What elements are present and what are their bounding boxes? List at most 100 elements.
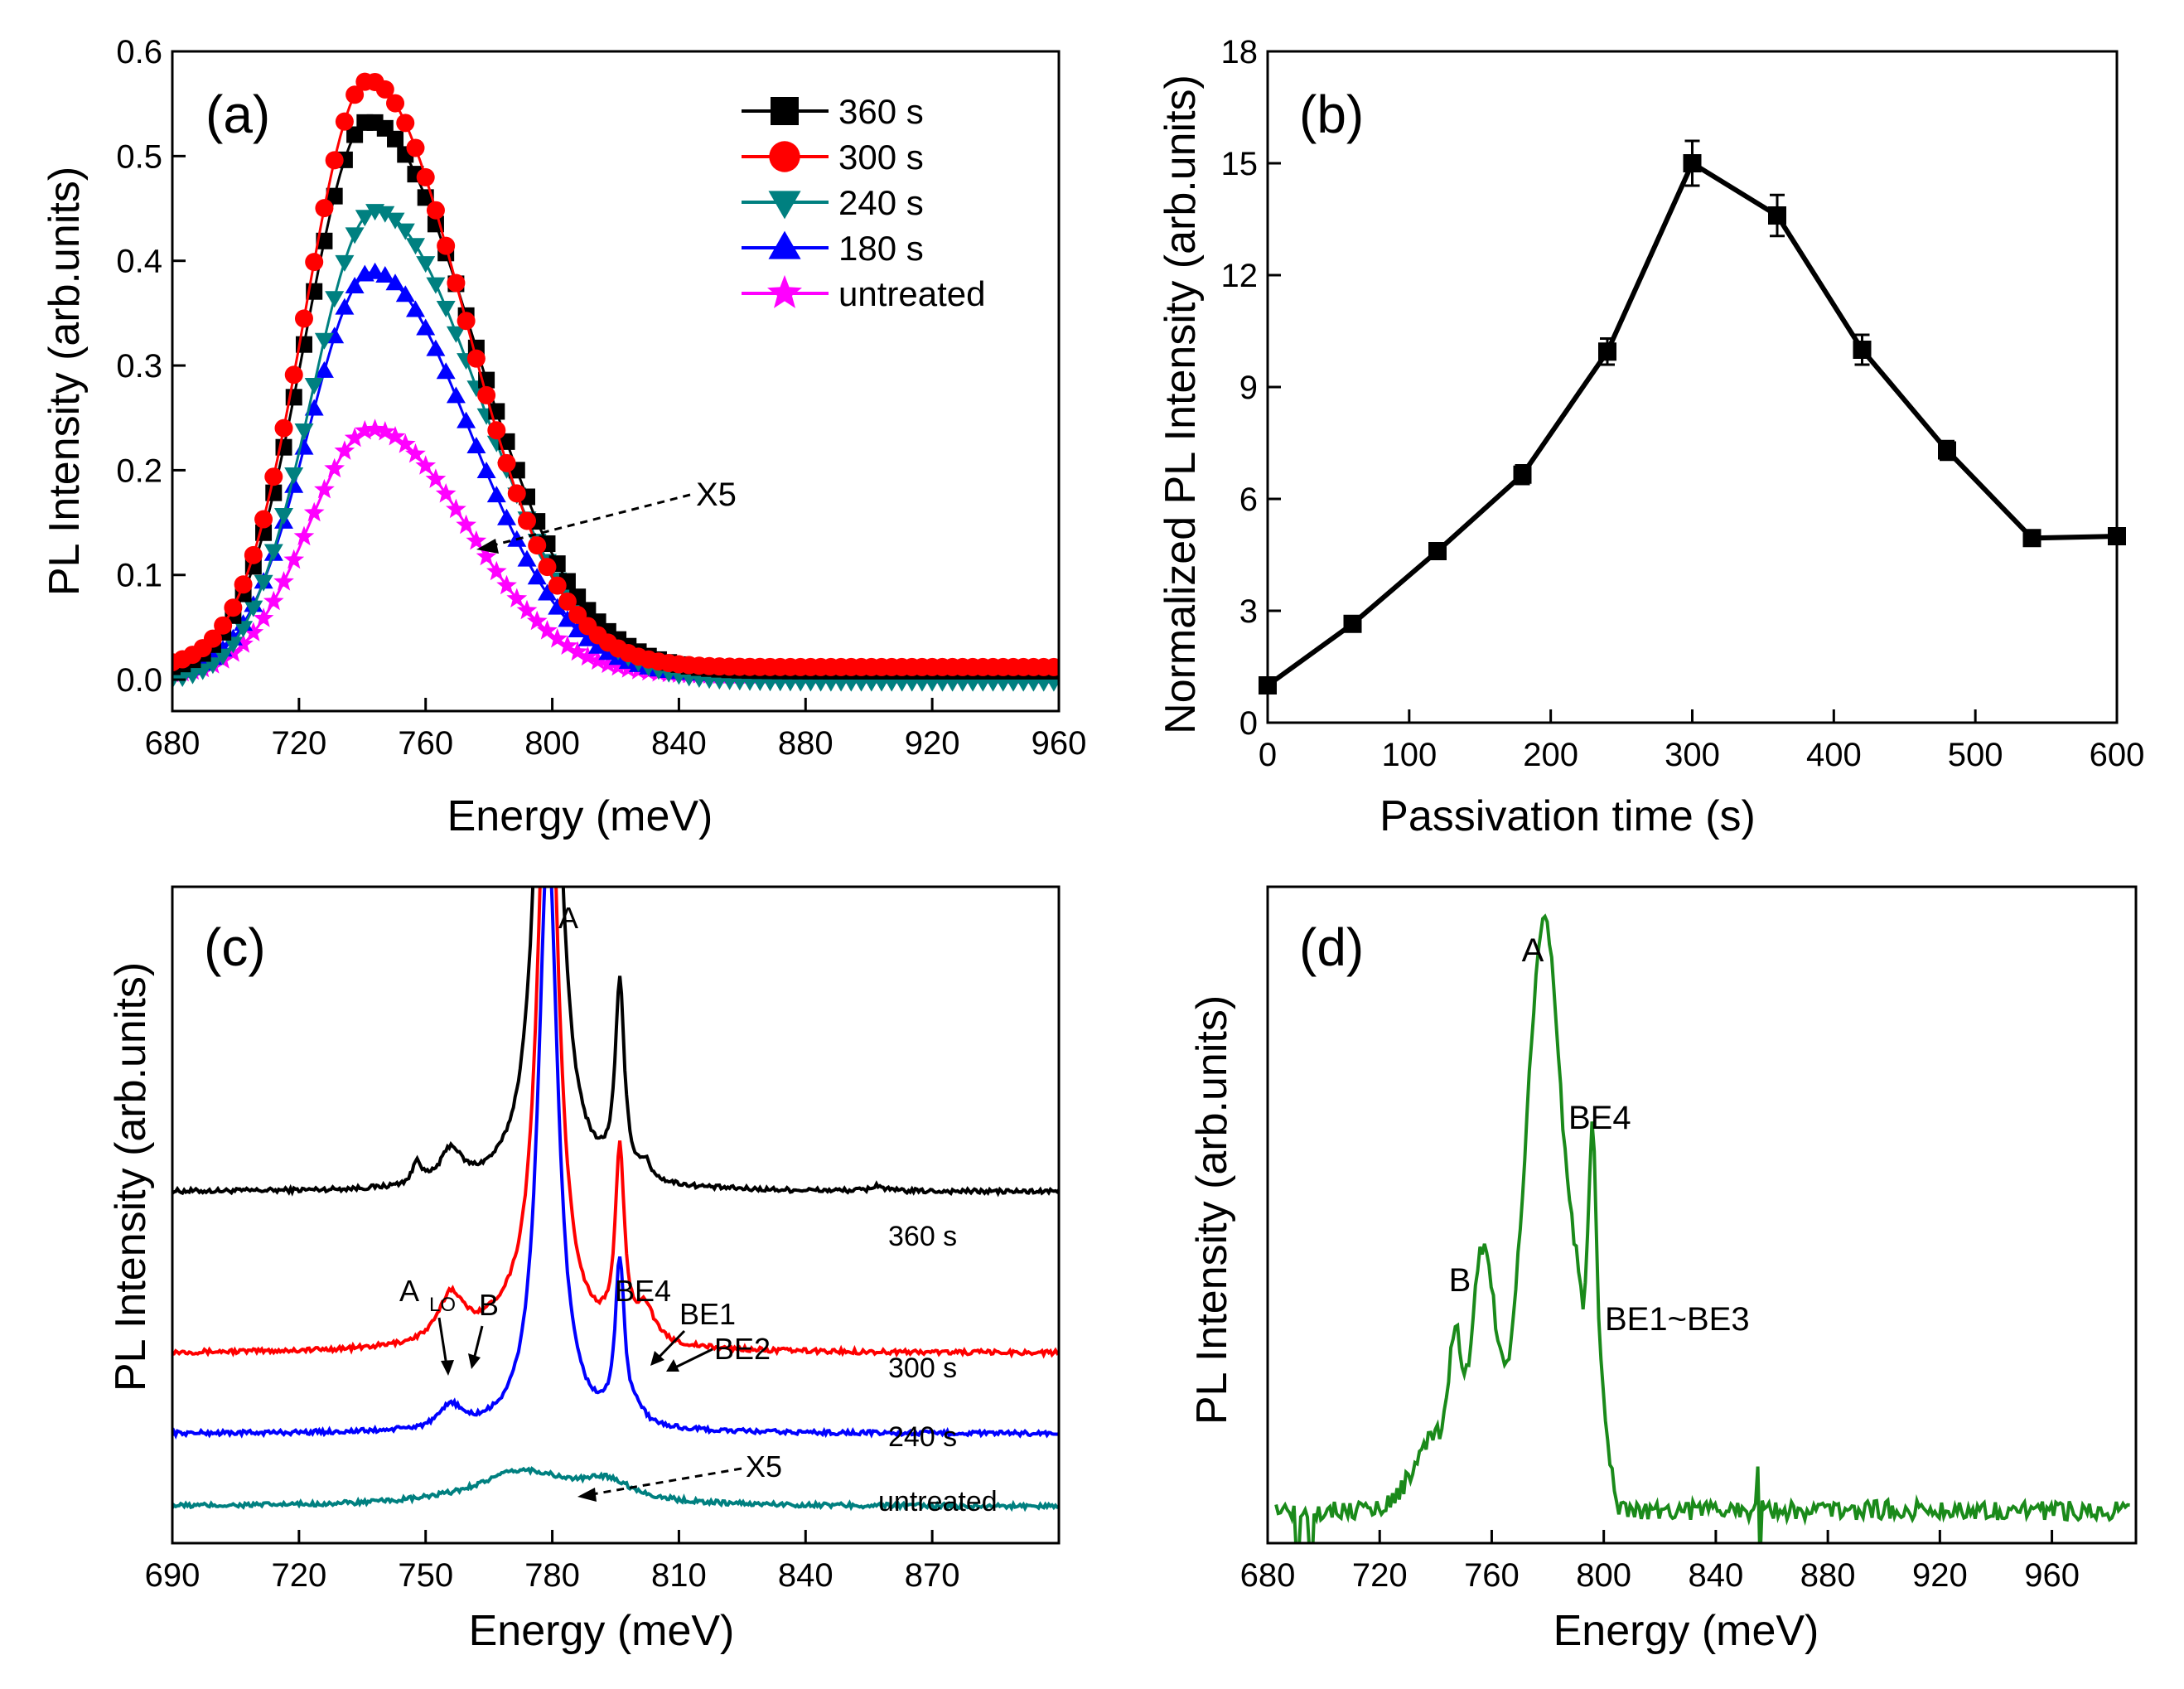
- data-point-240-s: [426, 277, 446, 294]
- data-point-untreated: [577, 646, 598, 666]
- data-point-180-s: [345, 277, 365, 293]
- data-point-180-s: [375, 266, 395, 283]
- data-point-180-s: [476, 462, 496, 478]
- panel-b-x-tick-label: 300: [1665, 737, 1720, 773]
- panel-d: (d) Energy (meV) PL Intensity (arb.units…: [1188, 917, 1819, 1655]
- data-point-untreated: [456, 514, 476, 535]
- data-point-240-s: [263, 544, 283, 561]
- data-point-180-s: [457, 411, 476, 428]
- a-lo-arrowhead: [441, 1360, 454, 1376]
- data-point-untreated: [415, 455, 437, 475]
- data-point-untreated: [394, 433, 416, 453]
- panel-b-x-tick-label: 600: [2090, 737, 2145, 773]
- panel-a-y-tick-label: 0.4: [116, 244, 162, 280]
- legend-marker-untreated: [767, 274, 802, 308]
- data-point-360-s: [316, 232, 333, 249]
- legend-label-180-s: 180 s: [838, 229, 924, 268]
- panel-b-y-tick-label: 18: [1221, 34, 1259, 70]
- data-point-240-s: [274, 508, 293, 525]
- x5-annotation-arrowhead: [476, 539, 499, 554]
- panel-b-y-tick-label: 12: [1221, 258, 1259, 294]
- x5-annotation-arrow: [492, 493, 691, 547]
- panel-c-label: (c): [204, 917, 266, 977]
- data-point-180-s: [294, 438, 314, 455]
- spectrum-line-240-s: [172, 887, 1059, 1440]
- data-point-untreated: [597, 653, 619, 674]
- data-point-untreated: [293, 525, 315, 546]
- data-point-180-s: [426, 339, 446, 356]
- passivation-series-line: [1266, 159, 2118, 688]
- data-point-untreated: [243, 622, 264, 641]
- peak-label-BE4: BE4: [1568, 1100, 1631, 1136]
- series-markers-300-s: [172, 72, 1059, 676]
- panel-b: (b) Passivation time (s) Normalized PL I…: [1157, 75, 1756, 840]
- x5-annotation-label: X5: [746, 1449, 782, 1483]
- data-point-300-s: [487, 421, 506, 440]
- data-point-240-s: [223, 636, 243, 654]
- data-point-360-s: [498, 433, 515, 450]
- panel-d-y-axis-label: PL Intensity (arb.units): [1188, 995, 1236, 1425]
- panel-d-x-tick-label: 960: [2024, 1557, 2080, 1594]
- data-point-300-s: [294, 309, 313, 328]
- b-arrow: [472, 1325, 484, 1360]
- data-point-untreated: [405, 443, 426, 463]
- data-point-180-s: [548, 598, 568, 615]
- series-label: 240 s: [888, 1421, 957, 1453]
- data-point-240-s: [234, 621, 254, 638]
- panel-c-x-tick-label: 840: [778, 1557, 833, 1594]
- data-point-240-s: [294, 423, 314, 440]
- peak-label-BE1: BE1: [679, 1297, 736, 1331]
- data-point-300-s: [264, 467, 283, 486]
- a-lo-arrow: [437, 1317, 448, 1367]
- panel-a-y-tick-label: 0.3: [116, 348, 162, 385]
- data-point-untreated: [526, 610, 548, 631]
- panel-a: (a) Energy (meV) PL Intensity (arb.units…: [41, 85, 713, 840]
- data-point-300-s: [375, 80, 394, 99]
- panel-a-x-tick-label: 760: [398, 725, 453, 762]
- data-point-240-s: [244, 600, 263, 617]
- data-point: [1938, 441, 1956, 460]
- series-label: 300 s: [888, 1353, 957, 1384]
- data-point-untreated: [496, 574, 517, 595]
- data-point-240-s: [375, 206, 395, 223]
- panel-c-x-tick-label: 750: [398, 1557, 453, 1594]
- data-point-240-s: [314, 332, 334, 350]
- peak-label-A: A: [1522, 932, 1544, 969]
- data-point-300-s: [386, 94, 405, 113]
- panel-d-x-tick-label: 880: [1800, 1557, 1856, 1594]
- peak-label-A: A: [558, 901, 578, 935]
- panel-a-y-axis-label: PL Intensity (arb.units): [41, 167, 89, 596]
- panel-a-y-tick-label: 0.5: [116, 138, 162, 175]
- data-point: [2022, 529, 2041, 548]
- data-point-untreated: [324, 457, 345, 478]
- data-point-untreated: [587, 650, 608, 670]
- panel-c-y-axis-label: PL Intensity (arb.units): [107, 962, 155, 1391]
- panel-c: (c) Energy (meV) PL Intensity (arb.units…: [107, 917, 734, 1655]
- data-point-300-s: [548, 576, 567, 595]
- panel-a-x-tick-label: 720: [271, 725, 326, 762]
- panel-a-x-tick-label: 880: [778, 725, 833, 762]
- panel-d-x-axis-label: Energy (meV): [1553, 1607, 1819, 1655]
- data-point-300-s: [203, 629, 222, 648]
- panel-b-y-tick-label: 0: [1239, 705, 1258, 742]
- data-point-untreated: [374, 421, 396, 441]
- data-point-untreated: [547, 628, 568, 648]
- data-point-300-s: [538, 558, 557, 577]
- data-point-300-s: [437, 236, 456, 255]
- data-point-untreated: [516, 599, 538, 620]
- peak-label-BE4: BE4: [615, 1274, 671, 1308]
- data-point-untreated: [303, 501, 325, 522]
- be2-arrowhead: [666, 1359, 679, 1372]
- be1-arrowhead: [650, 1351, 664, 1366]
- panel-a-frame: [171, 50, 1061, 713]
- peak-label-B: B: [1449, 1262, 1471, 1299]
- panel-d-x-tick-label: 840: [1689, 1557, 1744, 1594]
- data-point-300-s: [1044, 657, 1059, 676]
- legend-marker-360-s: [771, 97, 799, 125]
- peak-label-A-LO: A: [399, 1274, 419, 1308]
- data-point-untreated: [273, 571, 294, 591]
- data-point-300-s: [244, 545, 263, 564]
- data-point-300-s: [426, 201, 445, 220]
- x5-annotation-arrow: [592, 1467, 742, 1496]
- legend-label-360-s: 360 s: [838, 92, 924, 131]
